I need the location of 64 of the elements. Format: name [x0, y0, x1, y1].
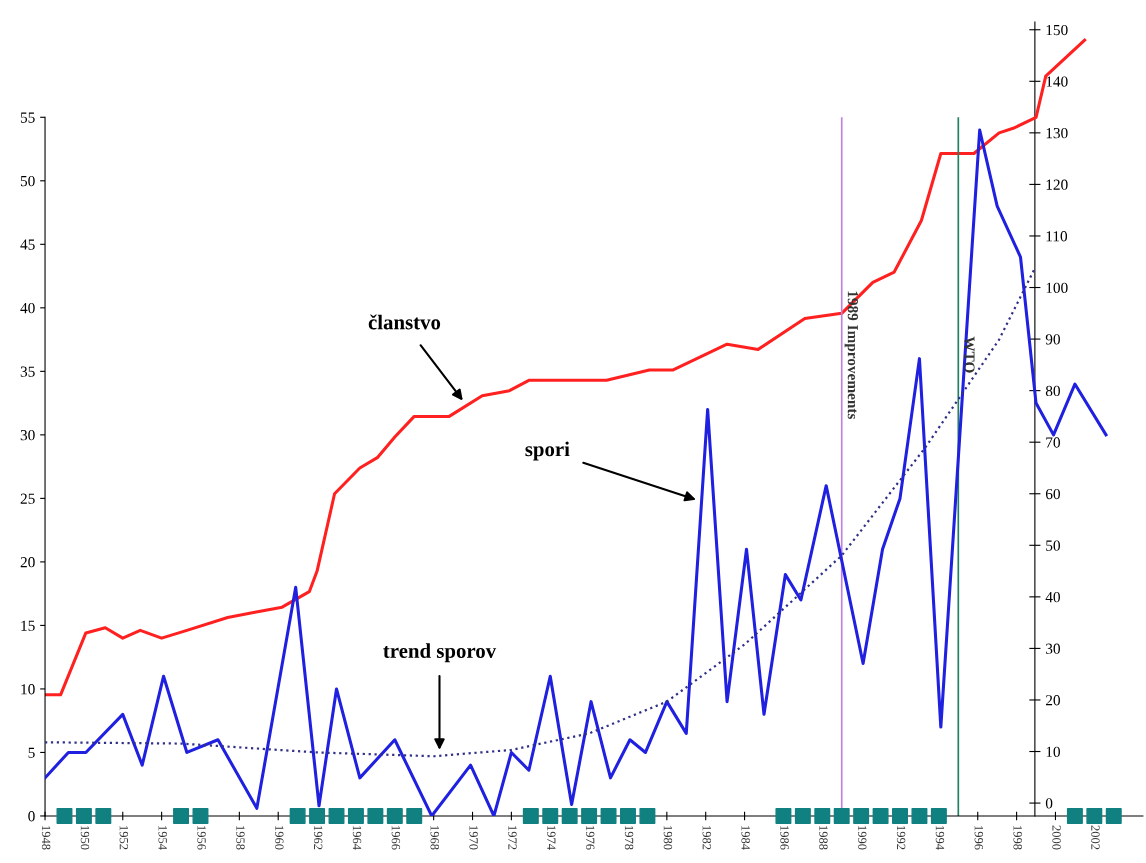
x-tick-label: 1992 [896, 826, 906, 850]
y2-tick-label: 80 [1045, 385, 1060, 397]
x-tick-label: 1964 [352, 826, 362, 850]
y-tick-label: 15 [21, 620, 35, 631]
y2-tick-label: 70 [1046, 437, 1060, 448]
y2-tick-label: 0 [1045, 798, 1053, 809]
x-tick-label: 1980 [663, 826, 673, 850]
x-tick-label: 1996 [974, 826, 984, 850]
y2-tick-label: 20 [1045, 695, 1060, 706]
y-tick-label: 45 [20, 239, 35, 250]
annotation: članstvo [368, 314, 441, 330]
x-tick-label: 1998 [1013, 826, 1022, 850]
x-tick-label: 1986 [780, 826, 789, 850]
y2-tick-label: 90 [1045, 334, 1060, 345]
y2-tick-label: 150 [1046, 24, 1068, 36]
x-tick-label: 1982 [702, 826, 712, 850]
x-tick-label: 1954 [158, 826, 167, 850]
x-tick-label: 1952 [119, 826, 129, 850]
x-tick-label: 2000 [1052, 825, 1061, 850]
x-tick-label: 1994 [935, 826, 945, 850]
x-tick-label: 1970 [469, 826, 478, 850]
y-tick-label: 5 [28, 747, 35, 758]
ref-line-label: WTO [964, 336, 975, 373]
x-tick-label: 1956 [197, 826, 206, 850]
y-tick-label: 40 [20, 302, 35, 314]
x-tick-label: 2002 [1091, 825, 1100, 850]
y2-tick-label: 110 [1046, 231, 1068, 242]
x-tick-label: 1966 [391, 826, 401, 850]
y2-tick-label: 50 [1046, 540, 1060, 551]
y2-tick-label: 130 [1046, 127, 1068, 139]
y-tick-label: 20 [20, 557, 35, 568]
y2-tick-label: 10 [1046, 746, 1060, 757]
x-tick-label: 1968 [430, 826, 439, 850]
x-tick-label: 1974 [547, 826, 556, 850]
line-series [45, 268, 1036, 758]
y2-tick-label: 60 [1045, 488, 1060, 500]
y-tick-label: 10 [21, 684, 35, 695]
x-tick-label: 1972 [508, 826, 517, 850]
y-tick-label: 55 [20, 112, 35, 123]
x-tick-label: 1984 [741, 826, 750, 850]
x-tick-label: 1948 [41, 826, 51, 850]
y-tick-label: 25 [20, 493, 35, 504]
x-tick-label: 1990 [858, 826, 867, 850]
x-tick-label: 1960 [275, 826, 284, 850]
y-tick-label: 50 [20, 175, 35, 187]
line-series [45, 128, 1108, 816]
y-tick-label: 35 [20, 366, 35, 377]
x-tick-label: 1976 [585, 826, 595, 850]
annotation: spori [525, 441, 570, 461]
y2-tick-label: 100 [1046, 282, 1068, 293]
x-tick-label: 1978 [624, 826, 634, 850]
x-tick-label: 1958 [236, 826, 245, 850]
x-tick-label: 1988 [819, 826, 828, 850]
y-tick-label: 0 [28, 811, 35, 822]
x-tick-label: 1950 [80, 826, 90, 850]
y2-tick-label: 30 [1046, 643, 1060, 654]
y-tick-label: 30 [20, 430, 35, 441]
line-series [45, 38, 1087, 697]
y2-tick-label: 40 [1045, 592, 1060, 603]
y2-tick-label: 120 [1046, 179, 1068, 190]
ref-line-label: 1989 Improvements [844, 291, 859, 420]
y2-tick-label: 140 [1046, 76, 1068, 87]
annotation: trend sporov [383, 643, 497, 663]
x-tick-label: 1962 [313, 826, 323, 850]
